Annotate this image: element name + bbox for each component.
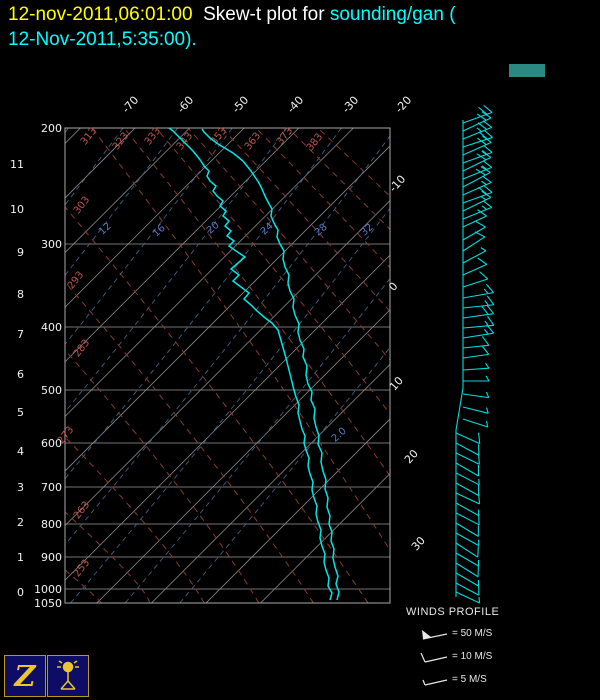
wind-barbs bbox=[455, 104, 495, 604]
height-km-label: 0 bbox=[17, 586, 24, 599]
color-swatch bbox=[509, 64, 545, 77]
height-km-label: 3 bbox=[17, 481, 24, 494]
adiabat-label: 303 bbox=[72, 195, 92, 217]
legend-5ms-label: = 5 M/S bbox=[452, 674, 487, 685]
temp-label: -60 bbox=[175, 94, 197, 116]
mixratio-label: 12 bbox=[97, 221, 114, 238]
pressure-label: 1000 bbox=[34, 583, 62, 596]
temp-label: -30 bbox=[340, 94, 362, 116]
adiabat-label: 373 bbox=[275, 126, 295, 148]
pressure-label: 1050 bbox=[34, 597, 62, 610]
height-km-label: 7 bbox=[17, 328, 24, 341]
adiabat-label: 333 bbox=[143, 126, 163, 148]
height-km-label: 6 bbox=[17, 368, 24, 381]
barb-5-icon bbox=[422, 679, 448, 686]
barb-10-icon bbox=[420, 652, 448, 663]
pressure-label: 200 bbox=[41, 122, 62, 135]
winds-profile-title: WINDS PROFILE bbox=[406, 606, 500, 618]
pressure-label: 600 bbox=[41, 437, 62, 450]
mixratio-label: 24 bbox=[259, 221, 276, 238]
height-km-label: 4 bbox=[17, 445, 24, 458]
temperature-trace bbox=[201, 128, 340, 601]
mixratio-label: 16 bbox=[151, 223, 168, 240]
pressure-label: 800 bbox=[41, 518, 62, 531]
title-source: sounding/gan ( bbox=[329, 4, 456, 25]
adiabat-label: 343 bbox=[175, 131, 195, 153]
adiabat-label: 313 bbox=[79, 126, 99, 148]
height-km-label: 5 bbox=[17, 406, 24, 419]
title-bar: 12-nov-2011,06:01:00 Skew-t plot for sou… bbox=[8, 2, 456, 52]
mixratio-label: 20 bbox=[205, 220, 222, 237]
height-km-label: 8 bbox=[17, 288, 24, 301]
pressure-label: 700 bbox=[41, 481, 62, 494]
sounding-tool-button[interactable] bbox=[47, 655, 89, 697]
mixratio-label: 28 bbox=[313, 222, 330, 239]
adiabat-label: 363 bbox=[243, 131, 263, 153]
temp-label: -40 bbox=[285, 94, 307, 116]
temp-label: -20 bbox=[393, 94, 415, 116]
adiabat-label: 383 bbox=[305, 132, 325, 154]
title-label: Skew-t plot for bbox=[192, 4, 330, 25]
plot-grid bbox=[65, 128, 390, 603]
pressure-label: 500 bbox=[41, 384, 62, 397]
adiabat-label: 283 bbox=[72, 338, 92, 360]
zebra-z-icon: Z bbox=[14, 658, 36, 693]
legend-10ms-label: = 10 M/S bbox=[452, 651, 493, 662]
radiosonde-icon bbox=[57, 660, 79, 690]
adiabat-label: 263 bbox=[72, 500, 92, 522]
adiabat-label: 253 bbox=[72, 558, 92, 580]
mixratio-label: 2.0 bbox=[330, 426, 349, 445]
zebra-logo-button[interactable]: Z bbox=[4, 655, 46, 697]
sounding-traces bbox=[168, 128, 340, 601]
height-km-label: 11 bbox=[10, 158, 24, 171]
height-km-label: 1 bbox=[17, 551, 24, 564]
pressure-label: 300 bbox=[41, 238, 62, 251]
temp-label: -70 bbox=[120, 94, 142, 116]
pressure-label: 400 bbox=[41, 321, 62, 334]
height-km-label: 2 bbox=[17, 516, 24, 529]
height-km-label: 10 bbox=[10, 203, 24, 216]
temp-label: -50 bbox=[230, 94, 252, 116]
adiabat-label: 293 bbox=[66, 270, 86, 292]
temp-label: 20 bbox=[402, 447, 421, 466]
barb-50-icon bbox=[422, 630, 448, 640]
height-km-label: 9 bbox=[17, 246, 24, 259]
legend-50ms-label: = 50 M/S bbox=[452, 628, 493, 639]
dewpoint-trace bbox=[168, 128, 333, 601]
skewt-frame bbox=[64, 127, 391, 604]
mixratio-label: 32 bbox=[359, 222, 376, 239]
title-plot-time: 12-nov-2011,06:01:00 bbox=[8, 4, 193, 25]
title-sounding-time: 12-Nov-2011,5:35:00). bbox=[8, 29, 197, 50]
pressure-label: 900 bbox=[41, 551, 62, 564]
temp-label: 0 bbox=[386, 280, 400, 294]
temp-label: 30 bbox=[409, 534, 428, 553]
